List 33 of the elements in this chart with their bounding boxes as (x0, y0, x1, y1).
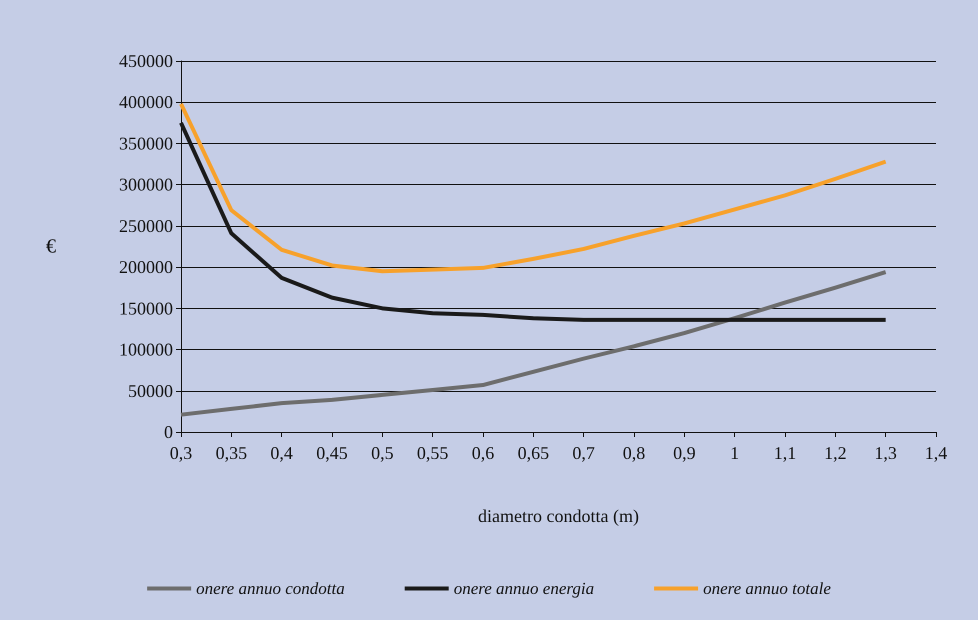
y-axis-title: € (46, 236, 56, 258)
x-tick-label: 1,1 (774, 443, 796, 463)
x-tick-label: 1,3 (874, 443, 897, 463)
x-tick-label: 0,6 (472, 443, 494, 463)
legend-label: onere annuo condotta (196, 579, 345, 598)
x-tick-label: 0,55 (416, 443, 448, 463)
y-tick-label: 0 (164, 422, 173, 442)
x-axis-title: diametro condotta (m) (478, 506, 639, 526)
x-tick-label: 1,2 (824, 443, 847, 463)
x-tick-label: 0,3 (170, 443, 192, 463)
y-tick-label: 350000 (119, 133, 173, 154)
line-series (179, 102, 888, 274)
x-tick-label: 0,8 (622, 443, 646, 463)
y-tick-label: 250000 (119, 216, 173, 236)
y-tick-label: 450000 (119, 51, 173, 71)
y-tick-label: 50000 (128, 380, 173, 401)
x-tick-label: 1,4 (924, 443, 948, 463)
x-tick-label: 0,4 (270, 443, 293, 463)
y-tick-label: 200000 (119, 257, 173, 278)
x-tick-label: 0,35 (216, 443, 248, 463)
y-tick-label: 400000 (119, 92, 173, 112)
x-tick-label: 0,9 (673, 443, 696, 463)
line-series (179, 270, 888, 417)
x-tick-label: 0,7 (572, 443, 595, 463)
x-tick-label: 0,45 (316, 443, 348, 463)
x-tick-label: 0,65 (518, 443, 550, 463)
y-tick-label: 300000 (119, 174, 173, 195)
y-tick-label: 150000 (119, 298, 173, 318)
legend-label: onere annuo energia (454, 579, 594, 598)
y-tick-label: 100000 (119, 340, 173, 360)
legend-label: onere annuo totale (703, 579, 832, 598)
x-tick-label: 1 (730, 443, 740, 463)
x-tick-label: 0,5 (371, 443, 394, 463)
